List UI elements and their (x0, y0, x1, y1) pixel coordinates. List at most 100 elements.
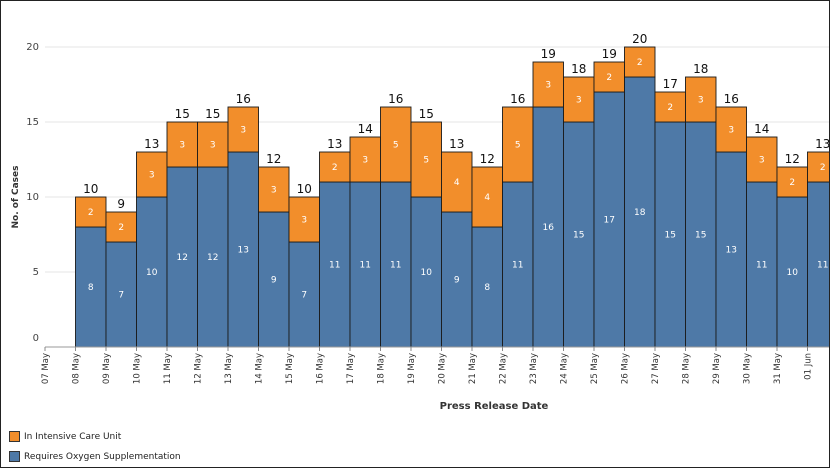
bar-oxygen (685, 121, 717, 348)
y-axis-label: No. of Cases (11, 166, 21, 229)
x-tick-label: 22 May (499, 353, 509, 384)
bar-icu (746, 136, 778, 183)
bar-oxygen (654, 121, 686, 348)
bar-oxygen (227, 151, 259, 348)
x-tick-label: 09 May (102, 353, 112, 384)
data-label-oxygen: 15 (695, 231, 706, 241)
x-tick-label: 12 May (194, 353, 204, 384)
data-label-icu: 2 (637, 58, 643, 68)
x-tick-label: 10 May (133, 353, 143, 384)
data-label-icu: 5 (393, 141, 399, 151)
bar-icu (258, 166, 290, 213)
data-label-total: 15 (205, 107, 220, 121)
data-label-icu: 5 (423, 156, 429, 166)
data-label-total: 13 (144, 137, 159, 151)
data-label-total: 16 (236, 92, 251, 106)
data-label-oxygen: 8 (88, 283, 94, 293)
bar-icu (349, 136, 381, 183)
data-label-icu: 2 (332, 163, 338, 173)
x-tick-label: 25 May (590, 353, 600, 384)
data-label-oxygen: 13 (726, 246, 737, 256)
data-label-total: 17 (663, 77, 678, 91)
x-tick-label: 18 May (377, 353, 387, 384)
data-label-total: 18 (693, 62, 708, 76)
data-label-total: 13 (815, 137, 829, 151)
x-tick-label: 15 May (285, 353, 295, 384)
x-tick-label: 31 May (773, 353, 783, 384)
data-label-icu: 3 (759, 156, 765, 166)
x-tick-label: 24 May (560, 353, 570, 384)
data-label-total: 13 (449, 137, 464, 151)
bar-icu (715, 106, 747, 153)
data-label-total: 12 (266, 152, 281, 166)
y-tick-label: 20 (26, 42, 39, 53)
data-label-icu: 2 (88, 208, 94, 218)
x-tick-label: 08 May (72, 353, 82, 384)
bar-icu (776, 166, 808, 198)
bar-icu (685, 76, 717, 123)
bar-icu (380, 106, 412, 183)
data-label-icu: 3 (576, 96, 582, 106)
bar-icu (75, 196, 107, 228)
data-label-total: 15 (175, 107, 190, 121)
data-label-total: 14 (358, 122, 373, 136)
y-tick-label: 0 (33, 333, 39, 344)
x-tick-label: 30 May (743, 353, 753, 384)
data-label-total: 16 (388, 92, 403, 106)
bar-icu (105, 211, 137, 243)
x-axis-label: Press Release Date (440, 401, 549, 412)
x-tick-label: 11 May (163, 353, 173, 384)
data-label-total: 19 (602, 47, 617, 61)
data-label-total: 10 (83, 182, 98, 196)
data-label-icu: 3 (698, 96, 704, 106)
data-label-oxygen: 8 (484, 283, 490, 293)
data-label-total: 18 (571, 62, 586, 76)
x-tick-label: 26 May (621, 353, 631, 384)
legend-swatch-icu (9, 431, 20, 442)
data-label-icu: 2 (820, 163, 826, 173)
y-tick-label: 10 (26, 192, 39, 203)
x-tick-label: 14 May (255, 353, 265, 384)
data-label-oxygen: 10 (146, 268, 158, 278)
data-label-total: 19 (541, 47, 556, 61)
data-label-icu: 2 (118, 223, 124, 233)
data-label-icu: 4 (484, 193, 490, 203)
data-label-icu: 3 (179, 141, 185, 151)
bar-icu (502, 106, 534, 183)
data-label-oxygen: 15 (573, 231, 584, 241)
data-label-icu: 3 (728, 126, 734, 136)
bars: 8 2 10 7 2 9 10 3 13 12 3 15 12 3 15 13 3 16 9 3 12 7 3 10 11 2 13… (75, 32, 829, 348)
bar-icu (410, 121, 442, 198)
data-label-total: 9 (117, 197, 125, 211)
x-axis: 07 May 08 May 09 May 10 May 11 May 12 May 13 M… (41, 346, 829, 384)
data-label-oxygen: 9 (271, 276, 277, 286)
data-label-total: 15 (419, 107, 434, 121)
data-label-icu: 3 (362, 156, 368, 166)
x-tick-label: 16 May (316, 353, 326, 384)
bar-oxygen (776, 196, 808, 348)
bar-icu (807, 151, 829, 183)
data-label-total: 14 (754, 122, 769, 136)
data-label-oxygen: 12 (177, 253, 188, 263)
y-tick-label: 5 (33, 267, 39, 278)
data-label-oxygen: 7 (118, 291, 124, 301)
data-label-oxygen: 11 (756, 261, 767, 271)
data-label-oxygen: 13 (238, 246, 249, 256)
data-label-icu: 3 (301, 216, 307, 226)
x-tick-label: 07 May (41, 353, 51, 384)
bar-icu (441, 151, 473, 213)
x-tick-label: 29 May (712, 353, 722, 384)
bar-icu (563, 76, 595, 123)
data-label-oxygen: 18 (634, 208, 646, 218)
bar-icu (227, 106, 259, 153)
data-label-oxygen: 11 (512, 261, 523, 271)
bar-oxygen (746, 181, 778, 348)
x-tick-label: 13 May (224, 353, 234, 384)
legend-swatch-oxygen (9, 451, 20, 462)
data-label-icu: 4 (454, 178, 460, 188)
bar-icu (471, 166, 503, 228)
data-label-icu: 2 (667, 103, 673, 113)
data-label-oxygen: 11 (329, 261, 340, 271)
data-label-total: 20 (632, 32, 647, 46)
